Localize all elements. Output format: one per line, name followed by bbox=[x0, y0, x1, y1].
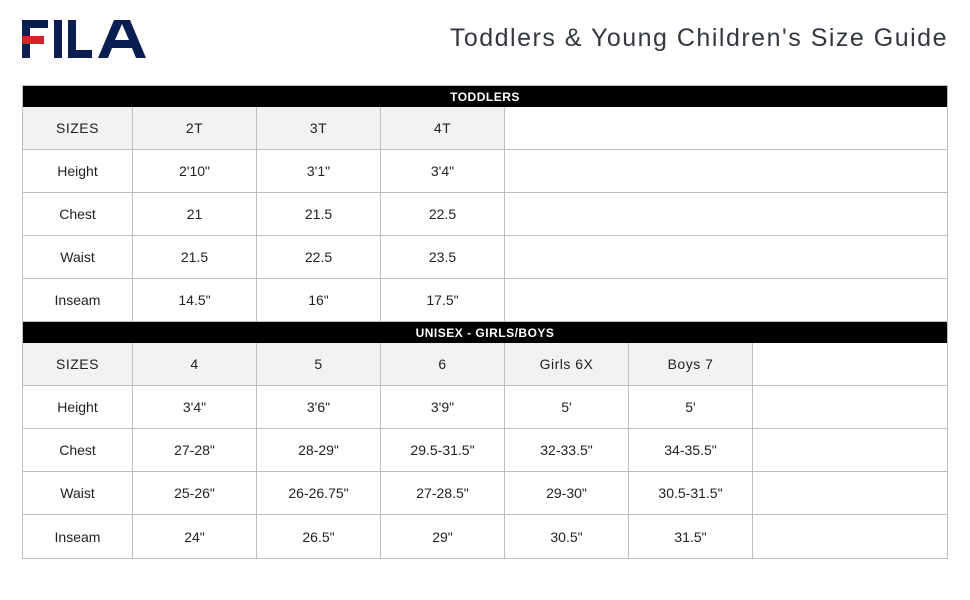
cell: 3'6" bbox=[257, 386, 381, 429]
filler bbox=[505, 150, 947, 193]
row-label: Waist bbox=[23, 236, 133, 279]
table-row: Chest 21 21.5 22.5 bbox=[23, 193, 947, 236]
page-title: Toddlers & Young Children's Size Guide bbox=[450, 18, 948, 53]
sizes-label: SIZES bbox=[23, 343, 133, 386]
col-header: 6 bbox=[381, 343, 505, 386]
filler bbox=[753, 386, 947, 429]
cell: 34-35.5" bbox=[629, 429, 753, 472]
row-label: Height bbox=[23, 386, 133, 429]
filler bbox=[505, 193, 947, 236]
col-header: 5 bbox=[257, 343, 381, 386]
cell: 17.5" bbox=[381, 279, 505, 322]
cell: 30.5" bbox=[505, 515, 629, 558]
row-label: Height bbox=[23, 150, 133, 193]
cell: 27-28.5" bbox=[381, 472, 505, 515]
cell: 30.5-31.5" bbox=[629, 472, 753, 515]
cell: 16" bbox=[257, 279, 381, 322]
col-header: 2T bbox=[133, 107, 257, 150]
section-heading-toddlers: TODDLERS bbox=[23, 86, 947, 107]
filler bbox=[753, 429, 947, 472]
cell: 31.5" bbox=[629, 515, 753, 558]
section-heading-unisex: UNISEX - GIRLS/BOYS bbox=[23, 322, 947, 343]
cell: 3'1" bbox=[257, 150, 381, 193]
col-header: Boys 7 bbox=[629, 343, 753, 386]
cell: 26-26.75" bbox=[257, 472, 381, 515]
cell: 5' bbox=[505, 386, 629, 429]
cell: 3'4" bbox=[133, 386, 257, 429]
cell: 22.5 bbox=[257, 236, 381, 279]
row-label: Inseam bbox=[23, 515, 133, 558]
fila-logo bbox=[22, 18, 152, 65]
table-row: Height 2'10" 3'1" 3'4" bbox=[23, 150, 947, 193]
col-header: Girls 6X bbox=[505, 343, 629, 386]
table-row: Inseam 14.5" 16" 17.5" bbox=[23, 279, 947, 322]
cell: 5' bbox=[629, 386, 753, 429]
table-row: Chest 27-28" 28-29" 29.5-31.5" 32-33.5" … bbox=[23, 429, 947, 472]
table-row: Inseam 24" 26.5" 29" 30.5" 31.5" bbox=[23, 515, 947, 558]
cell: 26.5" bbox=[257, 515, 381, 558]
row-label: Waist bbox=[23, 472, 133, 515]
cell: 21.5 bbox=[257, 193, 381, 236]
filler bbox=[505, 107, 947, 150]
unisex-header-row: SIZES 4 5 6 Girls 6X Boys 7 bbox=[23, 343, 947, 386]
row-label: Inseam bbox=[23, 279, 133, 322]
cell: 25-26" bbox=[133, 472, 257, 515]
cell: 29.5-31.5" bbox=[381, 429, 505, 472]
cell: 28-29" bbox=[257, 429, 381, 472]
filler bbox=[505, 236, 947, 279]
table-row: Waist 21.5 22.5 23.5 bbox=[23, 236, 947, 279]
cell: 23.5 bbox=[381, 236, 505, 279]
table-row: Height 3'4" 3'6" 3'9" 5' 5' bbox=[23, 386, 947, 429]
cell: 24" bbox=[133, 515, 257, 558]
col-header: 3T bbox=[257, 107, 381, 150]
filler bbox=[753, 472, 947, 515]
cell: 29-30" bbox=[505, 472, 629, 515]
sizes-label: SIZES bbox=[23, 107, 133, 150]
cell: 14.5" bbox=[133, 279, 257, 322]
filler bbox=[753, 515, 947, 558]
row-label: Chest bbox=[23, 193, 133, 236]
table-row: Waist 25-26" 26-26.75" 27-28.5" 29-30" 3… bbox=[23, 472, 947, 515]
col-header: 4 bbox=[133, 343, 257, 386]
cell: 3'9" bbox=[381, 386, 505, 429]
filler bbox=[505, 279, 947, 322]
size-chart: TODDLERS SIZES 2T 3T 4T Height 2'10" 3'1… bbox=[22, 85, 948, 559]
cell: 32-33.5" bbox=[505, 429, 629, 472]
cell: 21.5 bbox=[133, 236, 257, 279]
filler bbox=[753, 343, 947, 386]
col-header: 4T bbox=[381, 107, 505, 150]
toddlers-header-row: SIZES 2T 3T 4T bbox=[23, 107, 947, 150]
cell: 3'4" bbox=[381, 150, 505, 193]
cell: 22.5 bbox=[381, 193, 505, 236]
cell: 29" bbox=[381, 515, 505, 558]
cell: 21 bbox=[133, 193, 257, 236]
cell: 2'10" bbox=[133, 150, 257, 193]
row-label: Chest bbox=[23, 429, 133, 472]
cell: 27-28" bbox=[133, 429, 257, 472]
